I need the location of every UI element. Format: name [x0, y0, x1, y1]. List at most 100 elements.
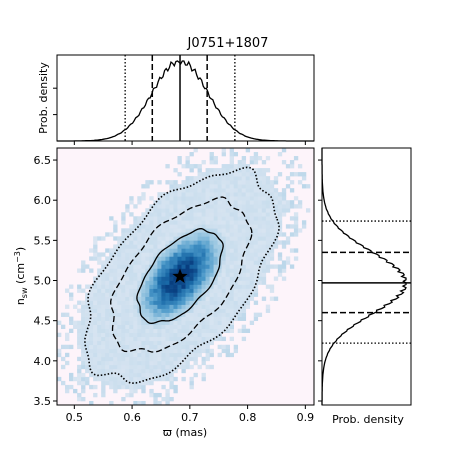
chart-title: J0751+1807 — [187, 36, 269, 51]
heatmap-cell — [245, 240, 251, 245]
heatmap-cell — [149, 336, 154, 342]
heatmap-cell — [293, 196, 299, 201]
heatmap-cell — [189, 284, 194, 289]
heatmap-cell — [93, 356, 98, 362]
heatmap-cell — [229, 180, 234, 185]
heatmap-cell — [125, 316, 130, 321]
heatmap-cell — [277, 268, 283, 273]
heatmap-cell — [197, 164, 202, 169]
heatmap-cell — [245, 264, 251, 269]
heatmap-cell — [221, 204, 226, 209]
heatmap-cell — [205, 236, 210, 241]
heatmap-cell — [233, 248, 239, 253]
heatmap-cell — [177, 228, 182, 233]
heatmap-cell — [117, 316, 122, 321]
heatmap-cell — [105, 352, 110, 358]
heatmap-cell — [161, 320, 166, 325]
heatmap-cell — [145, 244, 150, 249]
heatmap-cell — [93, 352, 98, 358]
heatmap-cell — [217, 352, 222, 358]
heatmap-cell — [97, 272, 102, 277]
heatmap-cell — [293, 212, 299, 217]
heatmap-cell — [165, 284, 170, 289]
heatmap-cell — [129, 300, 134, 305]
heatmap-cell — [157, 308, 162, 313]
heatmap-cell — [217, 244, 222, 249]
heatmap-cell — [153, 312, 158, 317]
heatmap-cell — [65, 384, 70, 390]
heatmap-cell — [229, 312, 234, 317]
heatmap-cell — [157, 368, 162, 374]
heatmap-cell — [281, 200, 287, 205]
heatmap-cell — [209, 188, 214, 193]
heatmap-cell — [241, 184, 247, 189]
heatmap-cell — [217, 276, 222, 281]
heatmap-cell — [121, 268, 126, 273]
heatmap-cell — [125, 292, 130, 297]
heatmap-cell — [149, 220, 154, 225]
heatmap-cell — [133, 356, 138, 362]
heatmap-cell — [173, 168, 178, 173]
heatmap-cell — [85, 296, 90, 301]
heatmap-cell — [245, 204, 251, 209]
heatmap-cell — [249, 212, 255, 217]
heatmap-cell — [117, 332, 122, 338]
heatmap-cell — [249, 276, 255, 281]
heatmap-cell — [165, 352, 170, 358]
heatmap-cell — [149, 236, 154, 241]
heatmap-cell — [177, 280, 182, 285]
heatmap-cell — [169, 280, 174, 285]
heatmap-cell — [257, 172, 263, 177]
heatmap-cell — [69, 372, 74, 378]
heatmap-cell — [249, 252, 255, 257]
heatmap-cell — [217, 224, 222, 229]
heatmap-cell — [169, 320, 174, 325]
heatmap-cell — [273, 228, 279, 233]
heatmap-cell — [169, 368, 174, 374]
marginal-y-xlabel: Prob. density — [332, 413, 404, 426]
heatmap-cell — [197, 216, 202, 221]
heatmap-cell — [149, 280, 154, 285]
heatmap-cell — [193, 200, 198, 205]
heatmap-cell — [297, 200, 303, 205]
contours — [84, 166, 280, 385]
heatmap-cell — [169, 184, 174, 189]
heatmap-cell — [209, 320, 214, 325]
heatmap-cell — [261, 160, 267, 165]
heatmap-cell — [181, 280, 186, 285]
heatmap-cell — [193, 348, 198, 354]
heatmap-cell — [197, 336, 202, 342]
heatmap-cell — [193, 356, 198, 362]
heatmap-cell — [209, 192, 214, 197]
heatmap-cell — [181, 352, 186, 358]
heatmap-cell — [85, 292, 90, 297]
heatmap-cell — [117, 368, 122, 374]
heatmap-cell — [165, 400, 170, 406]
heatmap-cell — [269, 220, 275, 225]
heatmap-cell — [77, 396, 82, 402]
heatmap-cell — [65, 352, 70, 358]
heatmap-cell — [125, 208, 130, 213]
heatmap-cell — [265, 196, 271, 201]
heatmap-cell — [133, 388, 138, 394]
heatmap-cell — [261, 228, 267, 233]
heatmap-cell — [257, 256, 263, 261]
heatmap-cell — [105, 332, 110, 338]
heatmap-cell — [181, 192, 186, 197]
heatmap-cell — [153, 244, 158, 249]
heatmap-cell — [161, 316, 166, 321]
heatmap-cell — [145, 288, 150, 293]
heatmap-cell — [189, 192, 194, 197]
heatmap-cell — [193, 264, 198, 269]
heatmap-cell — [165, 288, 170, 293]
heatmap-cell — [85, 300, 90, 305]
heatmap-cell — [141, 372, 146, 378]
heatmap-cell — [149, 348, 154, 354]
heatmap-cell — [237, 284, 243, 289]
heatmap-cell — [85, 352, 90, 358]
heatmap-cell — [129, 376, 134, 382]
heatmap-cell — [185, 284, 190, 289]
heatmap-cell — [233, 288, 239, 293]
heatmap-cell — [229, 252, 234, 257]
heatmap-cell — [245, 232, 251, 237]
